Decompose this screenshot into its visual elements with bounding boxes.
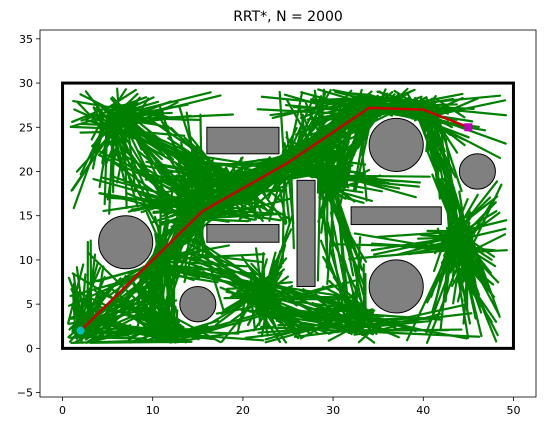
y-tick-label: 10	[19, 254, 33, 267]
y-tick-label: 5	[26, 298, 33, 311]
circle-obstacle	[369, 260, 423, 313]
chart-title: RRT*, N = 2000	[233, 9, 343, 25]
tree-edge	[283, 176, 284, 264]
y-tick-label: 35	[19, 33, 33, 46]
x-tick-label: 40	[416, 404, 430, 417]
circle-obstacle	[180, 286, 216, 321]
y-tick-label: −5	[17, 387, 33, 400]
rect-obstacle	[207, 225, 279, 243]
tree-edge	[349, 249, 459, 259]
y-tick-label: 20	[19, 165, 33, 178]
x-tick-label: 0	[59, 404, 66, 417]
plot-area	[63, 83, 514, 348]
goal-marker	[464, 123, 472, 131]
circle-obstacle	[99, 216, 153, 269]
y-tick-label: 25	[19, 121, 33, 134]
rect-obstacle	[297, 180, 315, 286]
x-tick-label: 20	[236, 404, 250, 417]
start-marker	[77, 327, 85, 335]
x-tick-label: 30	[326, 404, 340, 417]
tree-edge	[327, 183, 328, 267]
x-tick-label: 10	[146, 404, 160, 417]
y-tick-label: 30	[19, 77, 33, 90]
tree-edge	[318, 192, 337, 193]
rect-obstacle	[351, 207, 441, 225]
y-tick-label: 0	[26, 342, 33, 355]
y-tick-label: 15	[19, 210, 33, 223]
tree-edge	[280, 92, 284, 153]
circle-obstacle	[459, 154, 495, 189]
circle-obstacle	[369, 118, 423, 171]
rect-obstacle	[207, 127, 279, 154]
x-tick-label: 50	[506, 404, 520, 417]
